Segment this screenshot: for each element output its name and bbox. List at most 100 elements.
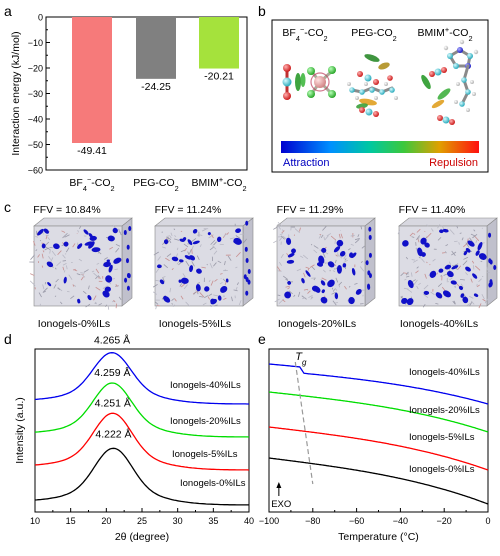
- polymer-strand: [115, 303, 118, 309]
- polymer-strand: [50, 257, 54, 263]
- panel-a-value-label-2: -20.21: [204, 71, 234, 83]
- polymer-strand: [332, 289, 335, 292]
- polymer-strand: [423, 293, 429, 299]
- polymer-strand: [171, 298, 175, 301]
- polymer-strand: [421, 258, 425, 263]
- panel-d-xtick-label: 15: [66, 516, 76, 526]
- free-volume-void: [489, 279, 493, 285]
- polymer-strand: [344, 285, 347, 290]
- polymer-strand: [334, 288, 338, 291]
- free-volume-void: [336, 264, 342, 274]
- panel-d-xtick-label: 20: [101, 516, 111, 526]
- free-volume-void: [316, 262, 324, 267]
- panel-d-peak-label-2: 4.259 Å: [94, 366, 130, 379]
- polymer-strand: [114, 268, 118, 270]
- polymer-strand: [91, 270, 95, 273]
- polymer-strand: [435, 303, 439, 305]
- polymer-strand: [35, 236, 38, 238]
- polymer-strand: [42, 250, 45, 253]
- free-volume-void: [192, 240, 200, 245]
- panel-a-category-1-sub: 2: [175, 184, 179, 193]
- panel-a-ylabel: Interaction energy (kJ/mol): [10, 31, 22, 155]
- carbon-atom: [467, 53, 473, 59]
- oxygen-atom: [359, 107, 365, 113]
- panel-e-xtick-label: −100: [259, 516, 279, 526]
- polymer-strand: [81, 273, 86, 278]
- oxygen-atom: [387, 75, 393, 81]
- polymer-strand: [310, 296, 313, 299]
- polymer-strand: [322, 269, 326, 273]
- polymer-strand: [311, 266, 316, 271]
- free-volume-void: [336, 239, 344, 247]
- panel-a-ytick-label: −30: [28, 89, 43, 99]
- nitrogen-atom: [457, 47, 463, 53]
- polymer-strand: [412, 279, 416, 282]
- free-volume-void: [107, 235, 115, 242]
- panel-b-header-0-sub: 4: [296, 34, 300, 43]
- free-volume-void: [368, 273, 372, 279]
- free-volume-void: [321, 247, 327, 253]
- polymer-strand: [405, 256, 409, 260]
- free-volume-void: [438, 268, 444, 273]
- free-volume-void: [463, 251, 468, 256]
- panel-b-iri-maps: BF4−-CO2 PEG-CO2 BMIM+-CO2 Attraction Repu…: [271, 19, 489, 173]
- exo-arrow-head: [276, 482, 282, 488]
- free-volume-void: [195, 283, 201, 292]
- panel-d-xtick-label: 25: [137, 516, 147, 526]
- polymer-strand: [168, 239, 172, 244]
- polymer-strand: [285, 278, 289, 282]
- polymer-strand: [461, 237, 464, 241]
- polymer-strand: [113, 299, 116, 303]
- polymer-strand: [209, 263, 213, 269]
- polymer-strand: [482, 298, 486, 302]
- colorbar-right-label: Repulsion: [429, 157, 478, 169]
- free-volume-void: [327, 261, 335, 268]
- free-volume-void: [423, 290, 430, 295]
- polymer-strand: [287, 287, 290, 290]
- polymer-strand: [440, 275, 443, 277]
- polymer-strand: [302, 297, 306, 300]
- panel-d-curve-1: [34, 412, 250, 471]
- polymer-strand: [235, 286, 238, 291]
- polymer-strand: [354, 239, 360, 244]
- isosurface-blob: [364, 54, 380, 62]
- polymer-strand: [335, 254, 338, 257]
- free-volume-void: [220, 285, 228, 293]
- polymer-strand: [207, 296, 210, 300]
- panel-d-xtick-label: 30: [173, 516, 183, 526]
- polymer-strand: [163, 264, 168, 269]
- oxygen-atom: [449, 119, 455, 125]
- oxygen-atom: [437, 115, 443, 121]
- polymer-strand: [313, 249, 318, 254]
- free-volume-void: [171, 256, 179, 262]
- free-volume-void: [465, 247, 471, 253]
- panel-a-category-0-tail-sub: 2: [110, 184, 114, 193]
- polymer-strand: [458, 242, 460, 245]
- free-volume-void: [91, 247, 101, 253]
- free-volume-void: [442, 228, 449, 233]
- panel-b-header-2-tail: -CO: [449, 27, 468, 39]
- panel-b-header-2: BMIM+-CO2: [417, 25, 472, 43]
- polymer-strand: [354, 283, 358, 285]
- oxygen-atom: [283, 64, 291, 72]
- polymer-strand: [459, 278, 465, 281]
- free-volume-void: [63, 241, 69, 247]
- panel-e-xtick-label: −80: [305, 516, 320, 526]
- polymer-strand: [418, 282, 421, 286]
- panel-b-header-2-tail-sub: 2: [468, 34, 472, 43]
- polymer-strand: [223, 233, 227, 237]
- polymer-strand: [212, 245, 217, 250]
- polymer-strand: [330, 235, 336, 241]
- panel-b-header-0-tail: -CO: [304, 27, 323, 39]
- polymer-strand: [348, 285, 351, 288]
- free-volume-void: [210, 298, 217, 305]
- polymer-strand: [282, 299, 286, 303]
- polymer-strand: [33, 241, 36, 246]
- polymer-strand: [199, 244, 202, 248]
- carbon-atom: [365, 108, 373, 116]
- polymer-strand: [278, 261, 282, 266]
- polymer-strand: [308, 294, 313, 299]
- panel-a-bars: -49.41BF4−-CO2-24.25PEG-CO2-20.21BMIM+-C…: [69, 17, 247, 193]
- free-volume-void: [106, 259, 110, 263]
- panel-a-category-1: PEG-CO2: [133, 177, 179, 193]
